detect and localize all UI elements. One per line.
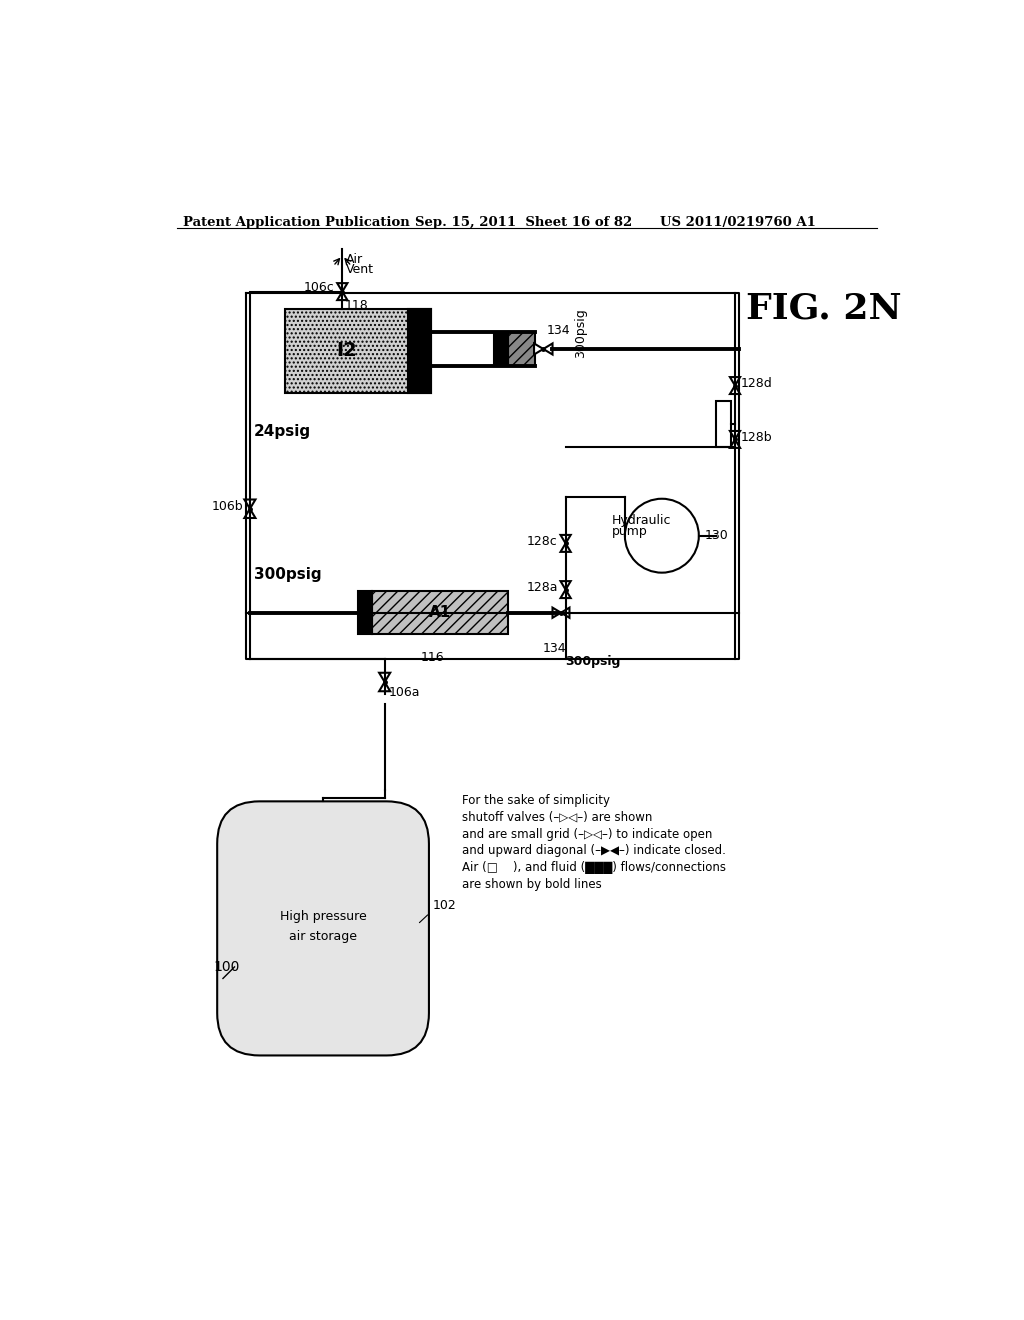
Polygon shape xyxy=(553,607,561,618)
Polygon shape xyxy=(560,535,570,544)
Polygon shape xyxy=(337,284,347,292)
Text: 130: 130 xyxy=(705,529,728,543)
Text: Air: Air xyxy=(346,253,364,267)
Polygon shape xyxy=(245,508,255,517)
Text: A1: A1 xyxy=(429,605,451,620)
Text: are shown by bold lines: are shown by bold lines xyxy=(462,878,601,891)
Text: 100: 100 xyxy=(214,960,240,974)
Text: 128c: 128c xyxy=(527,535,558,548)
Text: 134: 134 xyxy=(543,642,566,655)
Text: For the sake of simplicity: For the sake of simplicity xyxy=(462,793,609,807)
Polygon shape xyxy=(560,544,570,552)
Polygon shape xyxy=(730,378,740,385)
Text: Vent: Vent xyxy=(346,263,374,276)
Text: 300psig: 300psig xyxy=(565,655,621,668)
Polygon shape xyxy=(379,673,390,682)
Text: 102: 102 xyxy=(433,899,457,912)
Polygon shape xyxy=(561,607,569,618)
Text: 134: 134 xyxy=(547,323,570,337)
Text: 118: 118 xyxy=(345,300,369,313)
Text: 106b: 106b xyxy=(211,500,243,513)
Text: 116: 116 xyxy=(421,651,444,664)
Polygon shape xyxy=(372,591,508,635)
Text: pump: pump xyxy=(611,525,647,539)
Text: Patent Application Publication: Patent Application Publication xyxy=(183,216,410,230)
Text: 300psig: 300psig xyxy=(254,566,322,582)
Polygon shape xyxy=(560,581,570,590)
Circle shape xyxy=(625,499,698,573)
Text: shutoff valves (–▷◁–) are shown: shutoff valves (–▷◁–) are shown xyxy=(462,810,652,824)
Text: 106a: 106a xyxy=(388,686,420,698)
Polygon shape xyxy=(730,385,740,395)
Polygon shape xyxy=(544,343,553,355)
Text: Hydraulic: Hydraulic xyxy=(611,513,672,527)
Polygon shape xyxy=(357,591,372,635)
Polygon shape xyxy=(245,499,255,508)
Text: I2: I2 xyxy=(336,342,356,360)
Text: 106c: 106c xyxy=(304,281,335,294)
Text: US 2011/0219760 A1: US 2011/0219760 A1 xyxy=(660,216,816,230)
Polygon shape xyxy=(730,440,740,447)
Polygon shape xyxy=(535,343,544,355)
Polygon shape xyxy=(730,430,740,440)
Text: and are small grid (–▷◁–) to indicate open: and are small grid (–▷◁–) to indicate op… xyxy=(462,828,712,841)
Text: and upward diagonal (–▶◀–) indicate closed.: and upward diagonal (–▶◀–) indicate clos… xyxy=(462,845,726,858)
Polygon shape xyxy=(716,401,731,447)
Text: 300psig: 300psig xyxy=(574,309,587,358)
Text: 128d: 128d xyxy=(741,376,773,389)
Text: Sep. 15, 2011  Sheet 16 of 82: Sep. 15, 2011 Sheet 16 of 82 xyxy=(416,216,633,230)
Text: FIG. 2N: FIG. 2N xyxy=(745,292,901,326)
Polygon shape xyxy=(379,682,390,692)
Text: air storage: air storage xyxy=(289,929,357,942)
Polygon shape xyxy=(285,309,431,393)
FancyBboxPatch shape xyxy=(217,801,429,1056)
Polygon shape xyxy=(408,309,431,393)
Text: 128a: 128a xyxy=(527,581,559,594)
Text: 128b: 128b xyxy=(741,430,773,444)
Polygon shape xyxy=(560,590,570,598)
Text: High pressure: High pressure xyxy=(280,911,367,924)
Text: 24psig: 24psig xyxy=(254,424,311,440)
Polygon shape xyxy=(337,292,347,300)
Text: Air (□    ), and fluid (███) flows/connections: Air (□ ), and fluid (███) flows/connecti… xyxy=(462,862,726,874)
Polygon shape xyxy=(508,331,535,367)
Polygon shape xyxy=(494,331,508,367)
